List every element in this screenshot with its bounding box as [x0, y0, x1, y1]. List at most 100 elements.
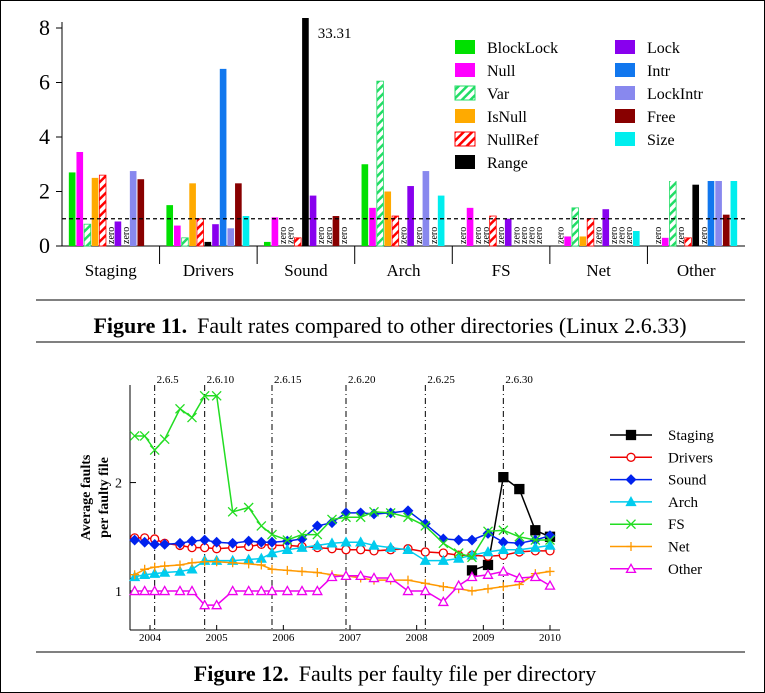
bar: [722, 214, 730, 246]
y-tick-label: 2: [115, 477, 122, 492]
marker: [340, 536, 352, 547]
marker: [402, 585, 414, 596]
legend-label: IsNull: [487, 109, 528, 126]
legend-label: NullRef: [487, 132, 539, 149]
x-tick-label: Sound: [284, 261, 328, 280]
legend-swatch: [615, 40, 635, 54]
marker: [514, 483, 525, 495]
marker: [498, 525, 509, 536]
zero-label: zero: [339, 227, 350, 244]
zero-label: zero: [399, 227, 410, 244]
marker: [160, 561, 170, 571]
marker: [467, 586, 477, 596]
bar: [707, 175, 715, 246]
bar: [391, 215, 400, 247]
marker: [419, 585, 431, 596]
bar: [271, 217, 279, 246]
legend-label: Sound: [668, 473, 707, 489]
legend-label: Staging: [668, 428, 714, 444]
bar: [242, 216, 250, 246]
marker: [513, 543, 525, 555]
zero-label: zero: [278, 227, 289, 244]
marker: [149, 567, 161, 578]
bar: [129, 171, 137, 246]
marker: [327, 514, 337, 525]
marker: [256, 560, 266, 570]
zero-label: zero: [699, 227, 710, 244]
marker: [529, 571, 541, 582]
zero-label: zero: [556, 227, 567, 244]
bar: [181, 237, 189, 247]
marker: [355, 512, 366, 523]
marker: [326, 571, 338, 582]
legend-label: Drivers: [668, 450, 713, 466]
marker: [453, 579, 465, 590]
marker: [186, 563, 198, 574]
marker: [438, 538, 449, 549]
y-axis-label: Average faults: [79, 454, 94, 540]
marker: [199, 390, 210, 401]
marker: [159, 538, 171, 550]
bar: [227, 228, 235, 246]
bar: [489, 215, 497, 247]
bar: [332, 216, 340, 246]
zero-label: zero: [617, 227, 628, 244]
marker: [243, 535, 255, 547]
marker: [139, 536, 151, 548]
marker: [174, 565, 186, 576]
bar: [632, 231, 640, 246]
x-tick-label: Drivers: [183, 261, 234, 280]
marker: [355, 569, 367, 581]
y-tick-label: 2: [39, 179, 50, 204]
bar: [466, 207, 474, 246]
bar: [212, 224, 219, 246]
bar: [137, 179, 145, 246]
value-label: 33.31: [318, 26, 352, 42]
marker: [150, 562, 160, 572]
bar: [661, 237, 669, 246]
marker: [243, 502, 254, 513]
marker: [355, 536, 367, 547]
marker: [227, 585, 239, 596]
marker: [482, 546, 494, 557]
bar: [692, 184, 700, 246]
marker: [282, 535, 293, 545]
bar: [219, 68, 227, 246]
legend-label: Var: [487, 86, 510, 103]
x-tick-label: 2007: [339, 632, 362, 644]
legend-label: Null: [487, 63, 516, 80]
marker: [199, 534, 211, 546]
marker: [140, 564, 150, 574]
bar: [407, 186, 414, 246]
legend-label: Intr: [647, 63, 671, 80]
x-tick-label: Other: [677, 261, 716, 280]
release-label: 2.6.5: [157, 374, 180, 386]
marker: [159, 585, 171, 596]
release-label: 2.6.15: [274, 374, 302, 386]
marker: [466, 571, 478, 582]
marker: [149, 538, 161, 550]
bar: [361, 164, 369, 246]
marker: [255, 536, 267, 548]
marker: [402, 543, 414, 555]
marker: [545, 566, 555, 576]
zero-label: zero: [324, 227, 335, 244]
bar: [309, 195, 317, 246]
zero-label: zero: [653, 227, 664, 244]
bar: [204, 241, 212, 246]
y-tick-label: 8: [39, 15, 50, 40]
bar: [376, 80, 384, 247]
bar: [684, 237, 692, 247]
bar: [98, 174, 107, 247]
zero-label: zero: [511, 227, 522, 244]
marker: [368, 572, 380, 583]
bar: [263, 241, 271, 246]
marker: [296, 585, 308, 596]
marker: [312, 568, 322, 578]
marker: [159, 434, 170, 445]
legend-swatch: [455, 63, 475, 77]
marker: [244, 559, 254, 569]
marker: [174, 585, 186, 596]
marker: [296, 541, 308, 552]
marker: [267, 564, 277, 574]
